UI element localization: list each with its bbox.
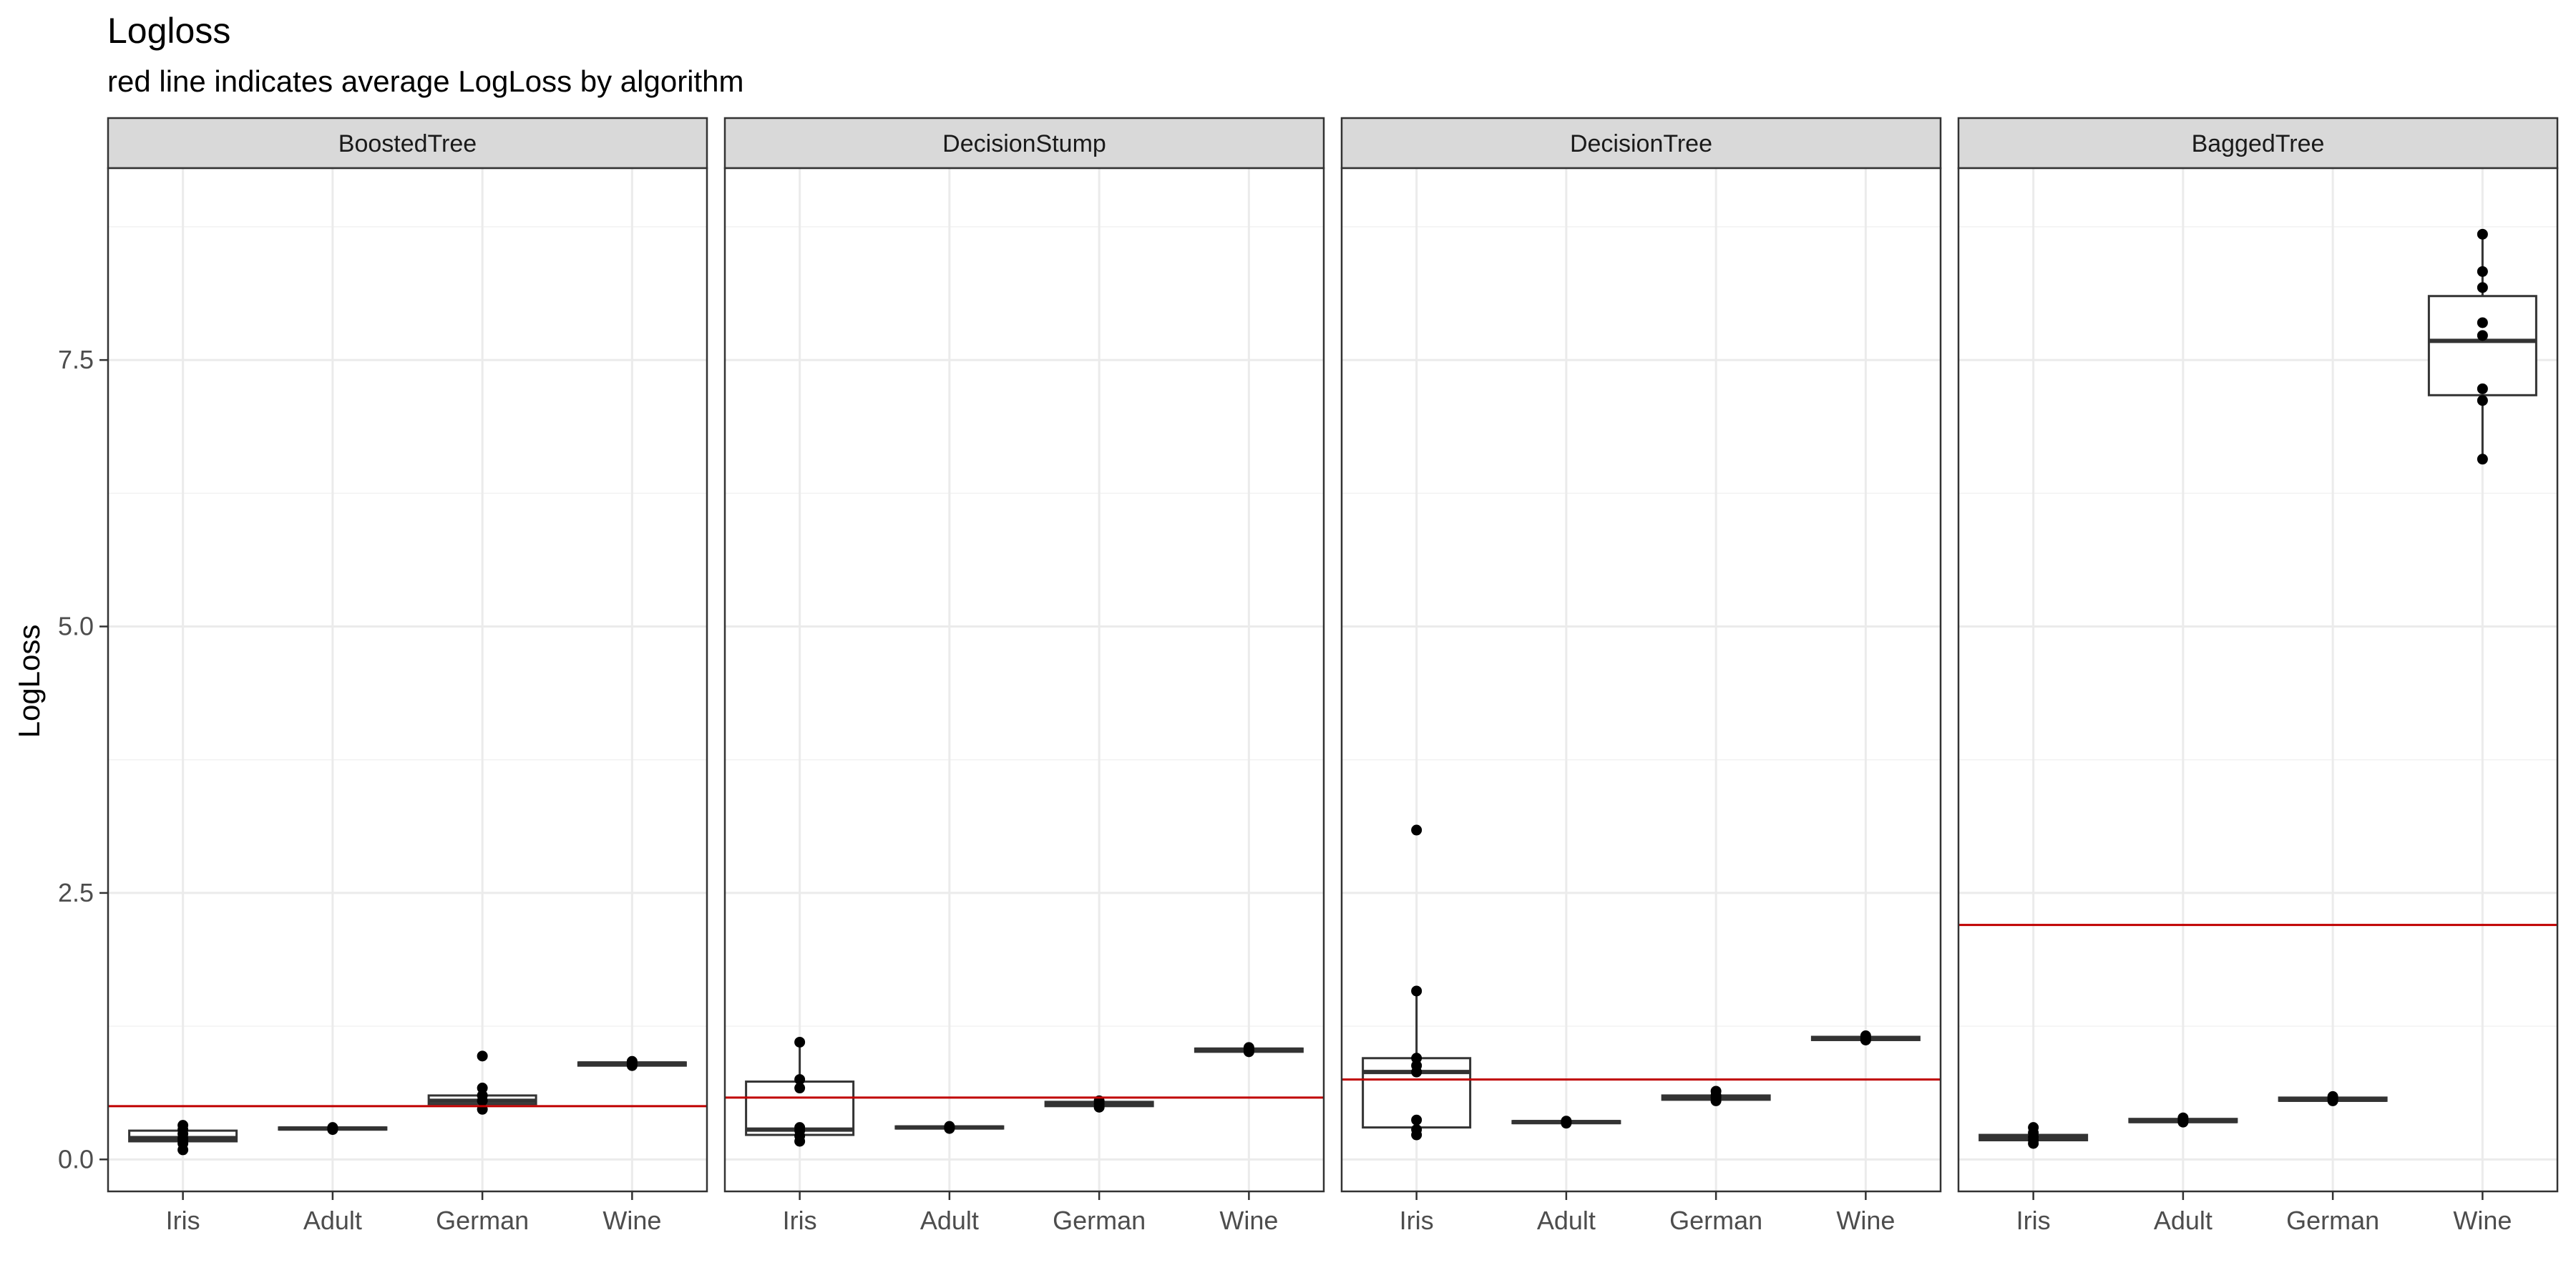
panel-background [725, 168, 1324, 1191]
data-point [477, 1050, 488, 1062]
boxplot-iris [1979, 1122, 2089, 1149]
boxplot-wine [577, 1055, 687, 1071]
data-point [626, 1055, 638, 1067]
data-point [477, 1083, 488, 1094]
data-point [794, 1036, 806, 1048]
x-tick-label: Iris [783, 1206, 817, 1235]
y-tick-label: 5.0 [58, 612, 94, 641]
x-tick-label: Iris [2016, 1206, 2051, 1235]
y-tick-label: 7.5 [58, 345, 94, 374]
facet-strip-label: BaggedTree [2192, 130, 2325, 157]
panel-border [1957, 167, 2559, 1193]
facet-strip-label: DecisionStump [942, 130, 1106, 157]
x-tick-label: Wine [1219, 1206, 1278, 1235]
facet-strip [1340, 117, 1942, 170]
y-tick-label: 2.5 [58, 878, 94, 907]
data-point [794, 1083, 806, 1094]
panel-background [1342, 168, 1941, 1191]
data-point [2327, 1091, 2338, 1102]
data-point [1710, 1085, 1722, 1097]
y-axis: 0.0 2.5 5.0 7.5 [58, 345, 108, 1174]
boxplot-adult [2128, 1112, 2238, 1128]
boxplot-wine [1194, 1042, 1304, 1058]
x-tick-label: Iris [166, 1206, 200, 1235]
boxplot-german [2278, 1091, 2388, 1106]
panel-background [108, 168, 707, 1191]
facet-panel-BaggedTree: BaggedTree Iris Adult German Wine [1957, 117, 2559, 1235]
x-tick-label: German [2286, 1206, 2379, 1235]
facet-strip-label: DecisionTree [1570, 130, 1712, 157]
boxplot-german [1661, 1085, 1771, 1106]
chart-title: Logloss [107, 11, 230, 51]
box-iqr [2427, 295, 2537, 396]
y-axis-label: LogLoss [12, 625, 46, 738]
data-point [1411, 824, 1423, 836]
data-point [1411, 985, 1423, 997]
data-point [1243, 1042, 1254, 1053]
facet-strip [107, 117, 708, 170]
boxplot-iris [745, 1036, 855, 1147]
boxplot-iris [128, 1120, 238, 1156]
panel-border [107, 167, 708, 1193]
data-point [794, 1074, 806, 1085]
boxplot-adult [278, 1122, 388, 1136]
data-point [2177, 1112, 2189, 1123]
panel-border [1340, 167, 1942, 1193]
data-point [944, 1121, 955, 1132]
x-tick-label: Wine [2453, 1206, 2512, 1235]
x-tick-label: German [436, 1206, 529, 1235]
data-point [477, 1090, 488, 1101]
boxplot-wine [1810, 1030, 1921, 1045]
data-point [2477, 265, 2488, 277]
x-tick-label: Iris [1400, 1206, 1434, 1235]
data-point [2477, 454, 2488, 465]
boxplot-adult [894, 1121, 1005, 1134]
boxplot-iris [1362, 824, 1472, 1141]
x-tick-label: Adult [1537, 1206, 1596, 1235]
data-point [1561, 1116, 1572, 1127]
data-point [2477, 330, 2488, 341]
data-point [2477, 282, 2488, 293]
x-tick-label: German [1053, 1206, 1146, 1235]
data-point [1860, 1030, 1871, 1042]
x-tick-label: Adult [2154, 1206, 2212, 1235]
facet-strip-label: BoostedTree [338, 130, 477, 157]
data-point [2028, 1122, 2039, 1133]
x-tick-label: Wine [602, 1206, 661, 1235]
facet-panel-BoostedTree: BoostedTree Iris Adult German Wine [107, 117, 708, 1235]
x-tick-label: Adult [303, 1206, 362, 1235]
data-point [1411, 1053, 1423, 1064]
data-point [1411, 1114, 1423, 1126]
data-point [2477, 383, 2488, 394]
data-point [177, 1120, 189, 1131]
x-tick-label: German [1669, 1206, 1762, 1235]
facet-panel-DecisionStump: DecisionStump Iris Adult German Wine [723, 117, 1325, 1235]
boxplot-adult [1511, 1116, 1621, 1129]
data-point [794, 1122, 806, 1133]
data-point [327, 1122, 338, 1133]
panel-border [723, 167, 1325, 1193]
facet-panel-DecisionTree: DecisionTree Iris Adult German Wine [1340, 117, 1942, 1235]
boxplot-german [1044, 1095, 1154, 1113]
data-point [2477, 228, 2488, 240]
boxplot-wine [2427, 228, 2537, 465]
chart-subtitle: red line indicates average LogLoss by al… [107, 64, 744, 98]
x-tick-label: Wine [1836, 1206, 1895, 1235]
x-tick-label: Adult [920, 1206, 979, 1235]
data-point [1411, 1124, 1423, 1136]
data-point [1411, 1060, 1423, 1071]
y-tick-label: 0.0 [58, 1144, 94, 1174]
data-point [2477, 317, 2488, 328]
boxplot-german [427, 1050, 537, 1115]
data-point [2477, 395, 2488, 406]
